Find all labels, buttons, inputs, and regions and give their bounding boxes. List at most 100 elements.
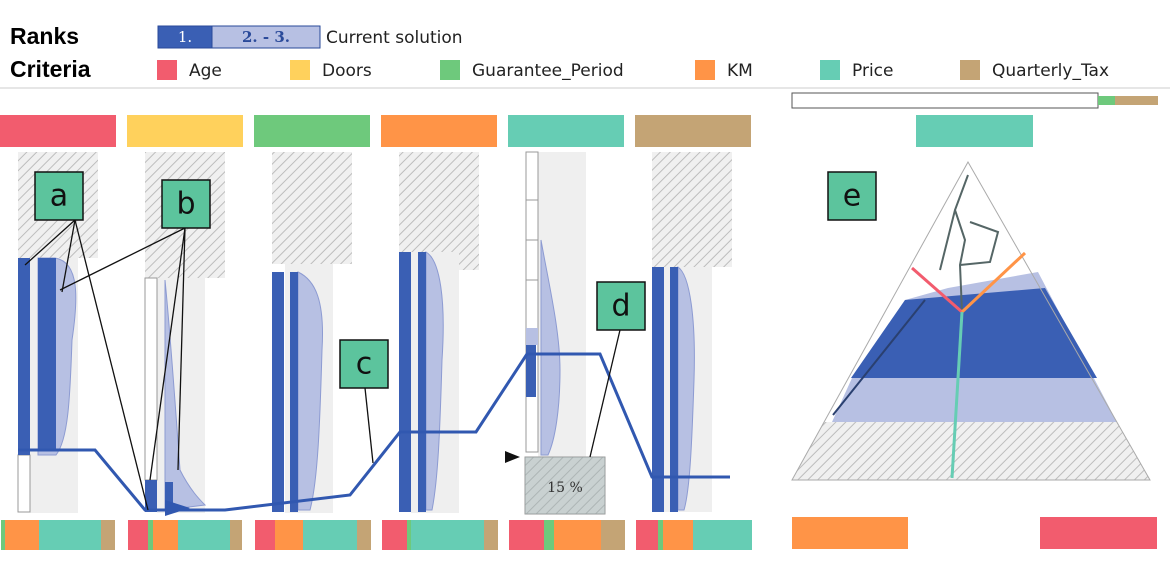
- threshold-marker: [505, 451, 520, 463]
- criterion-segment: [382, 520, 407, 550]
- weight-bar: [791, 92, 1099, 109]
- dark-region: [851, 288, 1097, 378]
- annotation-box: [34, 171, 84, 221]
- rank-bar: [399, 252, 411, 512]
- criterion-swatch: [695, 60, 715, 80]
- annotation-box: [827, 171, 877, 221]
- marker: [165, 500, 190, 516]
- criterion-block: [792, 517, 908, 549]
- tree-line: [953, 174, 969, 313]
- annotation-box: [161, 179, 211, 229]
- rank-bar: [272, 272, 284, 512]
- leader-line: [177, 227, 186, 471]
- rank-bar-inner: [418, 252, 426, 512]
- criterion-label: KM: [727, 61, 753, 81]
- rank-bar-light: [526, 328, 538, 345]
- criterion-segment: [5, 520, 39, 550]
- criterion-label: Price: [852, 61, 893, 81]
- distribution: [297, 271, 324, 511]
- criterion-segment: [1, 520, 5, 550]
- criterion-segment: [101, 520, 115, 550]
- price-line: [950, 311, 964, 479]
- rank-bar-empty: [525, 151, 539, 453]
- criterion-label: Guarantee_Period: [472, 61, 624, 81]
- criterion-segment: [411, 520, 484, 550]
- criterion-segment: [255, 520, 275, 550]
- tree-line: [832, 299, 926, 416]
- rank-swatch: [211, 25, 321, 49]
- distribution: [425, 251, 444, 511]
- km-line: [960, 251, 1027, 314]
- criterion-segment: [230, 520, 242, 550]
- criterion-segment: [148, 520, 153, 550]
- tree-line: [939, 209, 956, 271]
- criterion-segment: [554, 520, 601, 550]
- criterion-segment: [544, 520, 554, 550]
- criterion-header: [0, 115, 116, 147]
- criterion-segment: [509, 520, 544, 550]
- criterion-header: [916, 115, 1033, 147]
- criterion-segment: [658, 520, 663, 550]
- distribution: [540, 239, 561, 456]
- criterion-label: Age: [189, 61, 222, 81]
- rank-label: 1.: [178, 28, 192, 46]
- threshold-fill: [525, 457, 605, 514]
- criterion-segment: [357, 520, 371, 550]
- threshold-label: 15 %: [547, 480, 583, 496]
- criterion-swatch: [440, 60, 460, 80]
- criterion-label: Doors: [322, 61, 372, 81]
- rank-bar: [18, 258, 30, 455]
- rank-bar-inner: [290, 272, 298, 512]
- criteria-title: Criteria: [10, 56, 91, 82]
- views: Age Doors Guarantee_Period KM Price Quarterly…: [0, 60, 1158, 550]
- rank-bar-empty: [17, 454, 31, 513]
- criterion-segment: [39, 520, 101, 550]
- ranks-title: Ranks: [10, 23, 79, 49]
- leader-line: [364, 387, 374, 464]
- criterion-segment: [128, 520, 148, 550]
- leader-line: [59, 227, 186, 291]
- annotation-label: e: [843, 179, 861, 214]
- rank-bar-inner: [670, 267, 678, 512]
- criterion-segment: [303, 520, 357, 550]
- annotation-label: a: [50, 179, 68, 214]
- criterion-segment: [693, 520, 752, 550]
- criterion-header: [381, 115, 497, 147]
- leader-line: [74, 219, 149, 511]
- annotation-label: d: [611, 289, 630, 324]
- criterion-block: [1040, 517, 1157, 549]
- criterion-header: [508, 115, 624, 147]
- weight-bar: [1115, 96, 1158, 105]
- criterion-segment: [636, 520, 658, 550]
- criterion-label: Quarterly_Tax: [992, 61, 1109, 81]
- hatched-area: [652, 152, 732, 267]
- criterion-segment: [484, 520, 498, 550]
- leader-line: [149, 227, 186, 481]
- rank-bar: [145, 480, 157, 512]
- criterion-swatch: [820, 60, 840, 80]
- leader-line: [61, 219, 76, 293]
- hatched-area: [272, 152, 352, 264]
- triangle-outline: [791, 160, 1151, 481]
- criterion-swatch: [157, 60, 177, 80]
- criterion-header: [635, 115, 751, 147]
- rank-label: 2. - 3.: [242, 28, 290, 46]
- rank-bar: [652, 267, 664, 512]
- annotation-box: [596, 281, 646, 331]
- criterion-segment: [275, 520, 303, 550]
- leader-line: [589, 329, 621, 458]
- criterion-swatch: [290, 60, 310, 80]
- tree-line: [959, 221, 1000, 266]
- annotation-box: [339, 339, 389, 389]
- criterion-segment: [153, 520, 178, 550]
- hatched-area: [792, 422, 1150, 480]
- rank-bar-inner: [38, 258, 56, 450]
- criterion-header: [127, 115, 243, 147]
- annotation-label: c: [356, 347, 373, 382]
- criterion-segment: [407, 520, 411, 550]
- criterion-segment: [601, 520, 625, 550]
- distribution: [677, 266, 695, 511]
- hatched-area: [399, 152, 479, 270]
- rank-bar-empty: [144, 277, 158, 481]
